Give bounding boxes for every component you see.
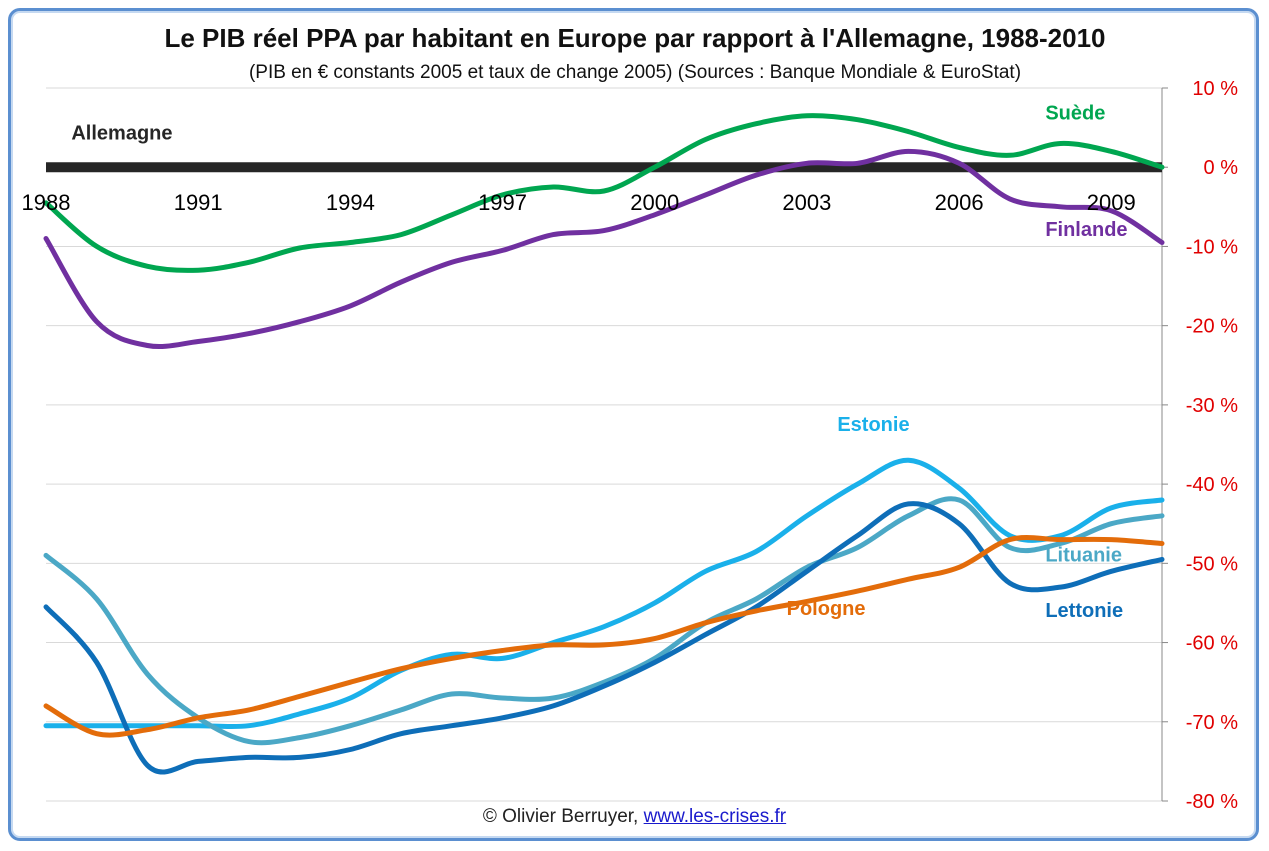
chart-subtitle: (PIB en € constants 2005 et taux de chan… [249, 62, 1021, 83]
series-label-finlande: Finlande [1045, 219, 1127, 241]
y-tick-label: -50 % [1186, 553, 1238, 575]
footer-credit: © Olivier Berruyer, www.les-crises.fr [0, 806, 1269, 828]
series-labels: Allemagne Suède Finlande Estonie Lituanie Pol… [71, 103, 1127, 623]
x-tick-label: 2009 [1087, 190, 1136, 215]
x-tick-label: 2006 [935, 190, 984, 215]
y-tick-label: -20 % [1186, 316, 1238, 338]
x-tick-label: 1988 [22, 190, 71, 215]
series-line-pologne [43, 535, 1165, 738]
series-label-lettonie: Lettonie [1045, 600, 1123, 622]
series-label-estonie: Estonie [837, 414, 909, 436]
series-label-allemagne: Allemagne [71, 122, 172, 144]
y-tick-label: 0 % [1204, 157, 1239, 179]
y-tick-label: -60 % [1186, 633, 1238, 655]
x-tick-label: 2000 [630, 190, 679, 215]
y-tick-label: -40 % [1186, 474, 1238, 496]
series-label-lituanie: Lituanie [1045, 545, 1122, 567]
series-line-finlande [43, 148, 1165, 350]
gridlines [46, 87, 1162, 802]
source-link[interactable]: www.les-crises.fr [643, 806, 787, 827]
series-line-lituanie [43, 496, 1165, 746]
series-line-suede [43, 113, 1165, 273]
copyright-text: © Olivier Berruyer, [482, 806, 639, 827]
axes: 10 % 0 % -10 % -20 % -30 % -40 % -50 % -60 % -70… [1161, 78, 1239, 813]
x-tick-label: 1997 [478, 190, 527, 215]
x-tick-labels: 1988 1991 1994 1997 2000 2003 2006 2009 [22, 190, 1136, 215]
chart-title: Le PIB réel PPA par habitant en Europe p… [164, 23, 1105, 53]
series-lines [43, 113, 1165, 775]
y-tick-label: 10 % [1192, 78, 1238, 100]
series-label-pologne: Pologne [787, 598, 866, 620]
y-tick-label: -70 % [1186, 712, 1238, 734]
y-tick-label: -80 % [1186, 791, 1238, 813]
series-label-suede: Suède [1045, 103, 1105, 125]
x-tick-label: 1991 [174, 190, 223, 215]
series-line-estonie [43, 457, 1165, 730]
y-tick-label: -10 % [1186, 236, 1238, 258]
x-tick-label: 1994 [326, 190, 375, 215]
series-line-lettonie [43, 501, 1165, 775]
x-tick-label: 2003 [782, 190, 831, 215]
y-tick-label: -30 % [1186, 395, 1238, 417]
